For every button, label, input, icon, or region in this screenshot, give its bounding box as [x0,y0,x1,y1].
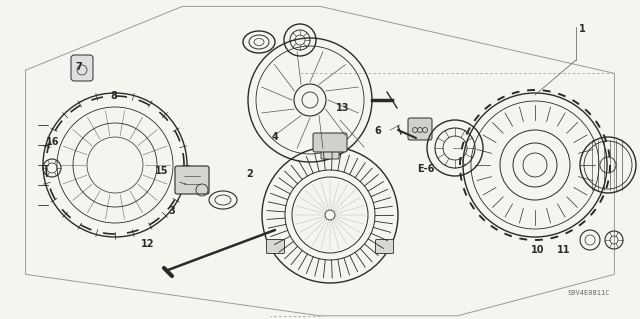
Text: 7: 7 [76,62,82,72]
FancyBboxPatch shape [321,145,339,159]
Text: 13: 13 [335,103,349,114]
Text: 10: 10 [531,245,545,256]
Text: 3: 3 [168,205,175,216]
Text: 11: 11 [556,245,570,256]
Text: 1: 1 [579,24,586,34]
Text: 4: 4 [272,132,278,142]
Text: 2: 2 [246,169,253,179]
Text: 12: 12 [140,239,154,249]
FancyBboxPatch shape [313,133,347,152]
Text: 16: 16 [45,137,60,147]
Text: 8: 8 [111,91,117,101]
Text: S9V4E0811C: S9V4E0811C [568,291,610,296]
Text: 6: 6 [374,126,381,136]
FancyBboxPatch shape [71,55,93,81]
FancyBboxPatch shape [376,240,394,254]
FancyBboxPatch shape [266,240,284,254]
Text: E-6: E-6 [417,164,435,174]
Text: 15: 15 [155,166,169,176]
FancyBboxPatch shape [408,118,432,140]
FancyBboxPatch shape [175,166,209,194]
